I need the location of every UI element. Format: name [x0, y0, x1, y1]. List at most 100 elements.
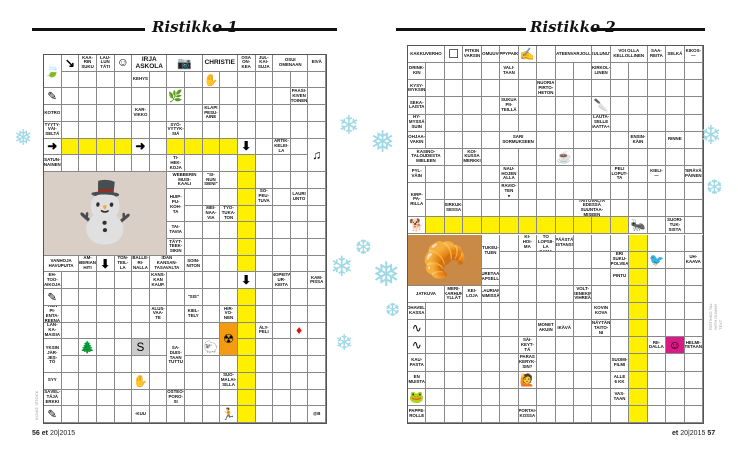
answer-cell[interactable]: [167, 289, 185, 306]
answer-cell[interactable]: [61, 272, 80, 290]
answer-cell[interactable]: [290, 406, 309, 423]
answer-cell[interactable]: [610, 63, 630, 81]
answer-cell[interactable]: [444, 388, 464, 406]
highlighted-answer-cell[interactable]: [573, 217, 593, 235]
highlighted-answer-cell[interactable]: [481, 217, 501, 235]
answer-cell[interactable]: [96, 339, 115, 357]
answer-cell[interactable]: [684, 114, 703, 132]
answer-cell[interactable]: [573, 183, 593, 201]
answer-cell[interactable]: [463, 131, 482, 149]
answer-cell[interactable]: [573, 63, 593, 81]
highlighted-answer-cell[interactable]: [518, 217, 538, 235]
answer-cell[interactable]: [114, 356, 133, 373]
answer-cell[interactable]: [273, 339, 291, 357]
answer-cell[interactable]: [290, 339, 309, 357]
answer-cell[interactable]: [202, 255, 221, 273]
answer-cell[interactable]: [114, 339, 133, 357]
answer-cell[interactable]: [61, 389, 80, 407]
answer-cell[interactable]: [647, 217, 667, 235]
answer-cell[interactable]: [132, 289, 150, 306]
answer-cell[interactable]: [308, 71, 326, 89]
answer-cell[interactable]: [500, 354, 519, 372]
answer-cell[interactable]: [114, 105, 133, 122]
answer-cell[interactable]: [185, 239, 203, 256]
answer-cell[interactable]: [537, 303, 556, 321]
answer-cell[interactable]: [647, 268, 667, 286]
answer-cell[interactable]: [555, 285, 574, 304]
answer-cell[interactable]: [167, 322, 185, 340]
answer-cell[interactable]: [61, 289, 80, 306]
answer-cell[interactable]: [666, 388, 685, 406]
answer-cell[interactable]: [666, 234, 685, 252]
answer-cell[interactable]: [149, 389, 168, 407]
answer-cell[interactable]: [185, 71, 203, 89]
highlighted-answer-cell[interactable]: [237, 305, 256, 323]
answer-cell[interactable]: [185, 205, 203, 223]
answer-cell[interactable]: [79, 88, 97, 106]
answer-cell[interactable]: [167, 406, 185, 423]
answer-cell[interactable]: [647, 63, 667, 81]
answer-cell[interactable]: [500, 234, 519, 252]
answer-cell[interactable]: [167, 305, 185, 323]
answer-cell[interactable]: [255, 356, 274, 373]
answer-cell[interactable]: [185, 406, 203, 423]
answer-cell[interactable]: [666, 114, 685, 132]
answer-cell[interactable]: [573, 148, 593, 166]
answer-cell[interactable]: [220, 172, 238, 189]
answer-cell[interactable]: [202, 305, 221, 323]
answer-cell[interactable]: [426, 80, 445, 98]
answer-cell[interactable]: [463, 200, 482, 218]
answer-cell[interactable]: [149, 339, 168, 357]
answer-cell[interactable]: [79, 406, 97, 423]
answer-cell[interactable]: [481, 114, 501, 132]
answer-cell[interactable]: [500, 285, 519, 304]
answer-cell[interactable]: [220, 389, 238, 407]
highlighted-answer-cell[interactable]: [463, 217, 482, 235]
answer-cell[interactable]: [592, 354, 611, 372]
answer-cell[interactable]: [500, 371, 519, 389]
highlighted-answer-cell[interactable]: [444, 217, 464, 235]
answer-cell[interactable]: [255, 255, 274, 273]
answer-cell[interactable]: [79, 389, 97, 407]
answer-cell[interactable]: [96, 155, 115, 173]
answer-cell[interactable]: [537, 148, 556, 166]
highlighted-answer-cell[interactable]: [202, 138, 221, 156]
answer-cell[interactable]: [500, 251, 519, 269]
answer-cell[interactable]: [273, 222, 291, 239]
answer-cell[interactable]: [290, 105, 309, 122]
answer-cell[interactable]: [666, 268, 685, 286]
answer-cell[interactable]: [463, 63, 482, 81]
answer-cell[interactable]: [255, 121, 274, 139]
answer-cell[interactable]: [481, 63, 501, 81]
answer-cell[interactable]: [647, 131, 667, 149]
highlighted-answer-cell[interactable]: [629, 371, 648, 389]
answer-cell[interactable]: [592, 388, 611, 406]
answer-cell[interactable]: [666, 285, 685, 304]
answer-cell[interactable]: [308, 339, 326, 357]
answer-cell[interactable]: [185, 105, 203, 122]
answer-cell[interactable]: [481, 131, 501, 149]
answer-cell[interactable]: [481, 80, 501, 98]
answer-cell[interactable]: [220, 71, 238, 89]
answer-cell[interactable]: [61, 155, 80, 173]
answer-cell[interactable]: [629, 114, 648, 132]
answer-cell[interactable]: [132, 389, 150, 407]
answer-cell[interactable]: [610, 114, 630, 132]
answer-cell[interactable]: [444, 303, 464, 321]
answer-cell[interactable]: [500, 200, 519, 218]
answer-cell[interactable]: [518, 251, 538, 269]
answer-cell[interactable]: [684, 183, 703, 201]
answer-cell[interactable]: [518, 320, 538, 338]
crossword-grid-1[interactable]: 🍃 ☺ 📷 ✋ ✎ 🌿 ♫ ⛄ ✎ ☢ ♦ 🌲 S 🐑 ✋ ✎ 🏃 ➜ ➜ ⬇ ⬇ ⬇ ↘ KAA- RIN SUKU LAU-…: [43, 54, 327, 424]
answer-cell[interactable]: [96, 356, 115, 373]
answer-cell[interactable]: [666, 97, 685, 115]
answer-cell[interactable]: [255, 289, 274, 306]
answer-cell[interactable]: [202, 389, 221, 407]
answer-cell[interactable]: [255, 205, 274, 223]
answer-cell[interactable]: [290, 289, 309, 306]
answer-cell[interactable]: [290, 222, 309, 239]
answer-cell[interactable]: [647, 388, 667, 406]
answer-cell[interactable]: [114, 372, 133, 390]
answer-cell[interactable]: [273, 305, 291, 323]
answer-cell[interactable]: [273, 188, 291, 206]
